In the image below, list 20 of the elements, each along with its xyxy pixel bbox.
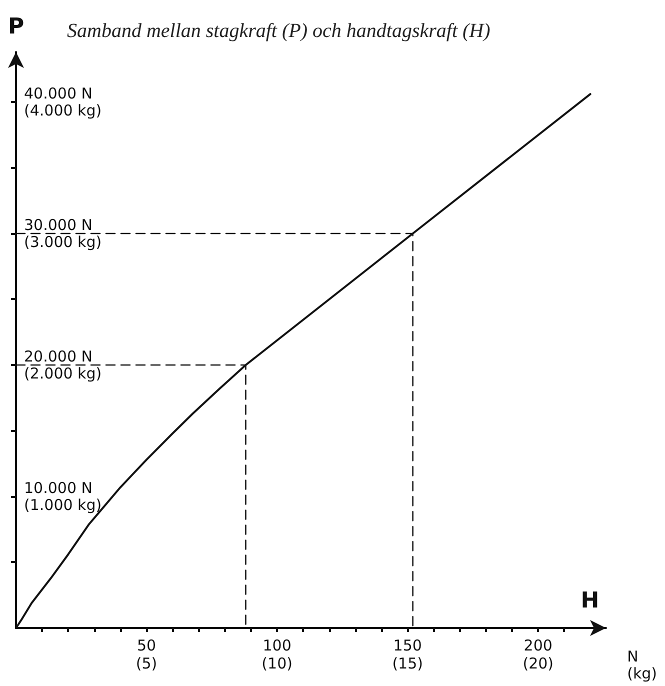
y-tick-label: 10.000 N — [24, 478, 92, 497]
y-tick-label: 20.000 N — [24, 347, 92, 366]
y2-tick-label: (4.000 kg) — [24, 101, 102, 120]
x-tick-label: 50 — [136, 636, 156, 654]
y2-tick-label: (3.000 kg) — [24, 232, 102, 251]
x2-tick-label: (5) — [136, 654, 158, 672]
text: N (kg) — [627, 648, 658, 682]
y-axis-title: P — [8, 14, 24, 40]
x2-tick-label: (10) — [262, 654, 292, 672]
y-tick-label: 40.000 N — [24, 84, 92, 102]
x2-tick-label: (20) — [522, 654, 554, 672]
y2-tick-label: (2.000 kg) — [24, 364, 102, 382]
chart-title: Samband mellan stagkraft (P) och handtagskraft (H) — [67, 20, 491, 42]
x-axis-title: H — [580, 588, 600, 614]
x-tick-label: 200 — [524, 636, 552, 654]
x-tick-label: 150 — [393, 636, 422, 654]
y2-tick-label: (1.000 kg) — [24, 496, 102, 514]
y-tick-label: 30.000 N — [24, 216, 92, 234]
x2-tick-label: (15) — [392, 654, 423, 672]
x-tick-label: 100 — [262, 636, 292, 654]
